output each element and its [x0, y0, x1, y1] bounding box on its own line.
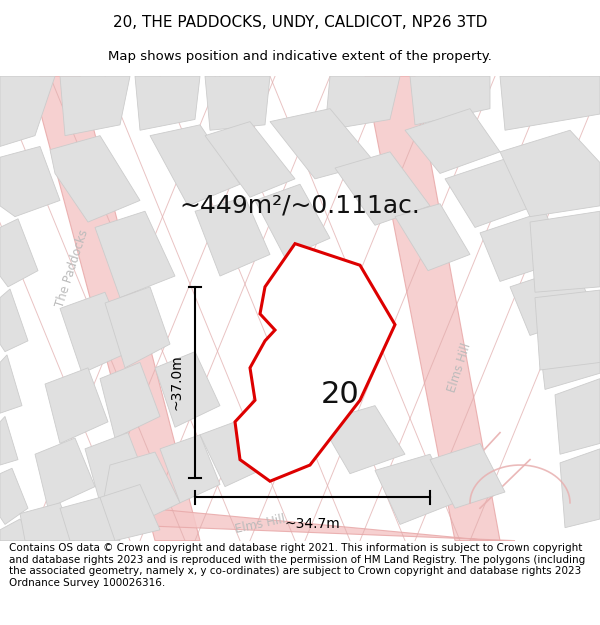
Text: ~449m²/~0.111ac.: ~449m²/~0.111ac. [179, 194, 421, 218]
Polygon shape [0, 289, 28, 352]
Polygon shape [205, 122, 295, 198]
Polygon shape [375, 454, 455, 524]
Text: Map shows position and indicative extent of the property.: Map shows position and indicative extent… [108, 49, 492, 62]
Polygon shape [205, 76, 270, 130]
Polygon shape [135, 76, 200, 130]
Polygon shape [535, 290, 600, 370]
Polygon shape [325, 76, 400, 130]
Polygon shape [255, 184, 330, 258]
Polygon shape [365, 76, 500, 541]
Text: The Paddocks: The Paddocks [53, 228, 91, 309]
Polygon shape [0, 416, 18, 465]
Polygon shape [480, 211, 565, 281]
Polygon shape [560, 449, 600, 528]
Polygon shape [90, 503, 515, 541]
Polygon shape [85, 432, 148, 503]
Text: ~37.0m: ~37.0m [170, 354, 184, 410]
Polygon shape [50, 136, 140, 222]
Polygon shape [105, 287, 170, 368]
Text: ~34.7m: ~34.7m [284, 517, 340, 531]
Polygon shape [160, 435, 220, 503]
Polygon shape [195, 198, 270, 276]
Polygon shape [335, 152, 430, 225]
Polygon shape [320, 406, 405, 474]
Polygon shape [150, 125, 240, 206]
Polygon shape [60, 292, 130, 373]
Polygon shape [500, 130, 600, 217]
Polygon shape [0, 468, 28, 524]
Polygon shape [0, 355, 22, 413]
Polygon shape [0, 219, 38, 287]
Polygon shape [445, 158, 535, 228]
Text: Contains OS data © Crown copyright and database right 2021. This information is : Contains OS data © Crown copyright and d… [9, 543, 585, 588]
Polygon shape [45, 368, 108, 443]
Polygon shape [95, 211, 175, 298]
Polygon shape [0, 519, 35, 541]
Polygon shape [60, 498, 120, 541]
Polygon shape [0, 146, 60, 217]
Polygon shape [430, 443, 505, 508]
Polygon shape [155, 352, 220, 428]
Polygon shape [500, 76, 600, 130]
Polygon shape [60, 76, 130, 136]
Polygon shape [555, 379, 600, 454]
Polygon shape [35, 438, 95, 508]
Polygon shape [0, 76, 55, 146]
Polygon shape [405, 109, 500, 174]
Text: Elms Hill: Elms Hill [446, 342, 474, 394]
Polygon shape [530, 211, 600, 292]
Polygon shape [20, 503, 75, 541]
Text: 20, THE PADDOCKS, UNDY, CALDICOT, NP26 3TD: 20, THE PADDOCKS, UNDY, CALDICOT, NP26 3… [113, 15, 487, 30]
Polygon shape [100, 484, 160, 541]
Polygon shape [270, 109, 375, 179]
Polygon shape [395, 204, 470, 271]
Polygon shape [235, 244, 395, 481]
Text: 20: 20 [320, 381, 359, 409]
Polygon shape [38, 76, 200, 541]
Polygon shape [100, 452, 180, 524]
Polygon shape [200, 422, 260, 487]
Polygon shape [510, 265, 595, 336]
Polygon shape [100, 362, 160, 438]
Polygon shape [540, 324, 600, 389]
Polygon shape [410, 76, 490, 125]
Text: Elms Hill: Elms Hill [234, 512, 286, 536]
